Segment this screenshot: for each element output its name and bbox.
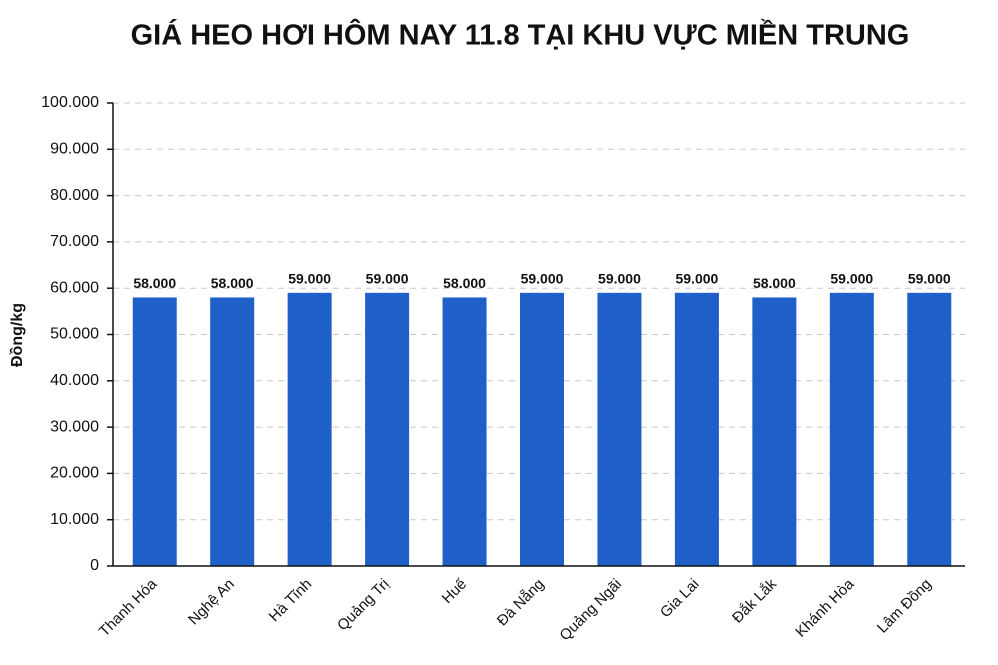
x-tick-label: Quảng Trị — [334, 576, 393, 635]
chart-title: GIÁ HEO HƠI HÔM NAY 11.8 TẠI KHU VỰC MIỀ… — [131, 18, 910, 52]
bar — [907, 292, 952, 566]
value-label: 58.000 — [443, 275, 486, 291]
x-tick-label: Hà Tĩnh — [266, 576, 316, 626]
value-label: 59.000 — [908, 271, 951, 287]
x-tick-label: Đà Nẵng — [494, 576, 548, 630]
value-label: 59.000 — [675, 271, 718, 287]
x-tick-label: Quảng Ngãi — [556, 576, 625, 645]
value-label: 58.000 — [211, 275, 254, 291]
y-tick-label: 100.000 — [41, 94, 99, 111]
y-tick-label: 50.000 — [50, 326, 99, 343]
y-tick-label: 80.000 — [50, 187, 99, 204]
y-axis-label: Đồng/kg — [9, 303, 26, 367]
bar — [287, 292, 332, 566]
value-label: 59.000 — [521, 271, 564, 287]
bar — [365, 292, 410, 566]
x-tick-label: Gia Lai — [657, 576, 703, 622]
bar — [442, 297, 487, 566]
x-tick-label: Lâm Đồng — [874, 576, 935, 637]
x-tick-label: Nghệ An — [185, 576, 238, 629]
value-label: 58.000 — [133, 275, 176, 291]
bar — [752, 297, 797, 566]
y-tick-label: 30.000 — [50, 418, 99, 435]
bar — [829, 292, 874, 566]
bar — [597, 292, 642, 566]
bar — [132, 297, 177, 566]
bar — [674, 292, 719, 566]
y-tick-label: 60.000 — [50, 279, 99, 296]
value-label: 59.000 — [830, 271, 873, 287]
bar — [520, 292, 564, 566]
y-tick-label: 20.000 — [50, 465, 99, 482]
y-tick-label: 0 — [90, 557, 99, 574]
value-label: 59.000 — [366, 271, 409, 287]
y-tick-label: 90.000 — [50, 141, 99, 158]
x-tick-label: Thanh Hóa — [96, 575, 161, 640]
y-tick-label: 40.000 — [50, 372, 99, 389]
x-tick-label: Đắk Lắk — [729, 575, 780, 626]
value-label: 58.000 — [753, 275, 796, 291]
value-label: 59.000 — [288, 271, 331, 287]
value-label: 59.000 — [598, 271, 641, 287]
x-tick-label: Huế — [439, 575, 471, 607]
bar — [210, 297, 255, 566]
x-tick-label: Khánh Hòa — [792, 575, 858, 641]
y-tick-label: 70.000 — [50, 233, 99, 250]
y-tick-label: 10.000 — [50, 511, 99, 528]
